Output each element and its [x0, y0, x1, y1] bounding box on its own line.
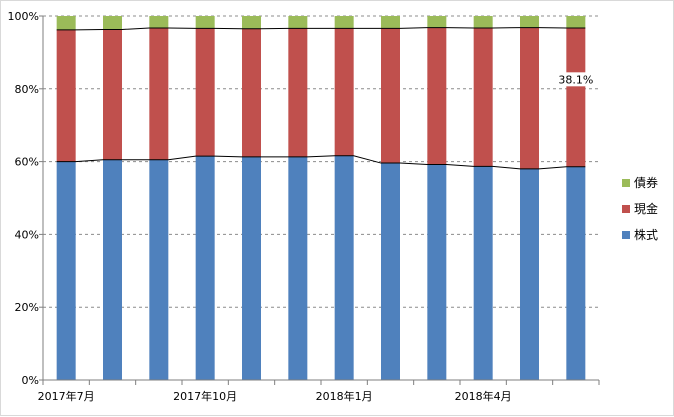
- data-labels: 38.1%: [558, 72, 593, 87]
- bar-segment-現金: [566, 28, 586, 167]
- bar-segment-株式: [149, 159, 169, 380]
- bar-segment-現金: [242, 28, 261, 157]
- y-tick-label: 0%: [22, 374, 39, 387]
- bar-segment-債券: [473, 16, 493, 29]
- legend-label: 債券: [634, 175, 658, 190]
- bar-segment-現金: [381, 28, 400, 164]
- bar-segment-株式: [334, 155, 354, 380]
- bar-segment-債券: [56, 16, 76, 30]
- legend-label: 株式: [634, 227, 658, 242]
- bar-segment-現金: [520, 27, 539, 169]
- bars: [56, 16, 586, 380]
- bar-segment-現金: [195, 28, 215, 157]
- legend-label: 現金: [634, 201, 658, 216]
- y-tick-label: 100%: [8, 10, 39, 23]
- bar-segment-債券: [427, 16, 447, 28]
- bar-segment-株式: [195, 156, 215, 380]
- series-line: [56, 27, 586, 31]
- bar-segment-株式: [56, 161, 76, 380]
- bar-segment-現金: [427, 27, 447, 165]
- series-line: [56, 155, 586, 170]
- bar-segment-債券: [149, 16, 169, 29]
- y-tick-label: 20%: [15, 301, 39, 314]
- bar-segment-株式: [242, 156, 261, 380]
- legend-swatch: [622, 231, 630, 239]
- bar-segment-現金: [334, 28, 354, 156]
- bar-segment-株式: [427, 164, 447, 380]
- bar-segment-債券: [520, 16, 539, 28]
- bar-segment-債券: [381, 16, 400, 29]
- series-lines: [56, 27, 586, 170]
- x-tick-label: 2017年10月: [173, 389, 237, 403]
- bar-segment-株式: [520, 168, 539, 380]
- bar-segment-債券: [195, 16, 215, 29]
- bar-segment-現金: [288, 28, 308, 157]
- bar-segment-債券: [288, 16, 308, 29]
- bar-segment-債券: [566, 16, 586, 29]
- y-tick-label: 60%: [15, 156, 39, 169]
- y-tick-label: 80%: [15, 83, 39, 96]
- bar-segment-現金: [103, 29, 122, 160]
- gridlines: [43, 15, 599, 308]
- x-tick-label: 2017年7月: [38, 389, 95, 403]
- bar-segment-株式: [473, 166, 493, 380]
- bar-segment-株式: [381, 163, 400, 380]
- x-tick-label: 2018年1月: [316, 389, 373, 403]
- bar-segment-現金: [473, 28, 493, 167]
- axes: 0% 20% 40% 60% 80% 100% 2017年7月 2017年10月 2018年1月…: [8, 10, 600, 403]
- bar-segment-現金: [56, 29, 76, 162]
- legend-swatch: [622, 205, 630, 213]
- bar-segment-債券: [242, 16, 261, 29]
- bar-segment-債券: [103, 16, 122, 30]
- bar-segment-現金: [149, 28, 169, 160]
- legend-swatch: [622, 179, 630, 187]
- data-label: 38.1%: [558, 73, 593, 86]
- y-tick-label: 40%: [15, 228, 39, 241]
- data-label-box: [558, 72, 593, 87]
- x-tick-label: 2018年4月: [455, 389, 512, 403]
- bar-segment-株式: [566, 166, 586, 380]
- bar-segment-債券: [334, 16, 354, 29]
- bar-segment-株式: [103, 159, 122, 380]
- bar-segment-株式: [288, 156, 308, 380]
